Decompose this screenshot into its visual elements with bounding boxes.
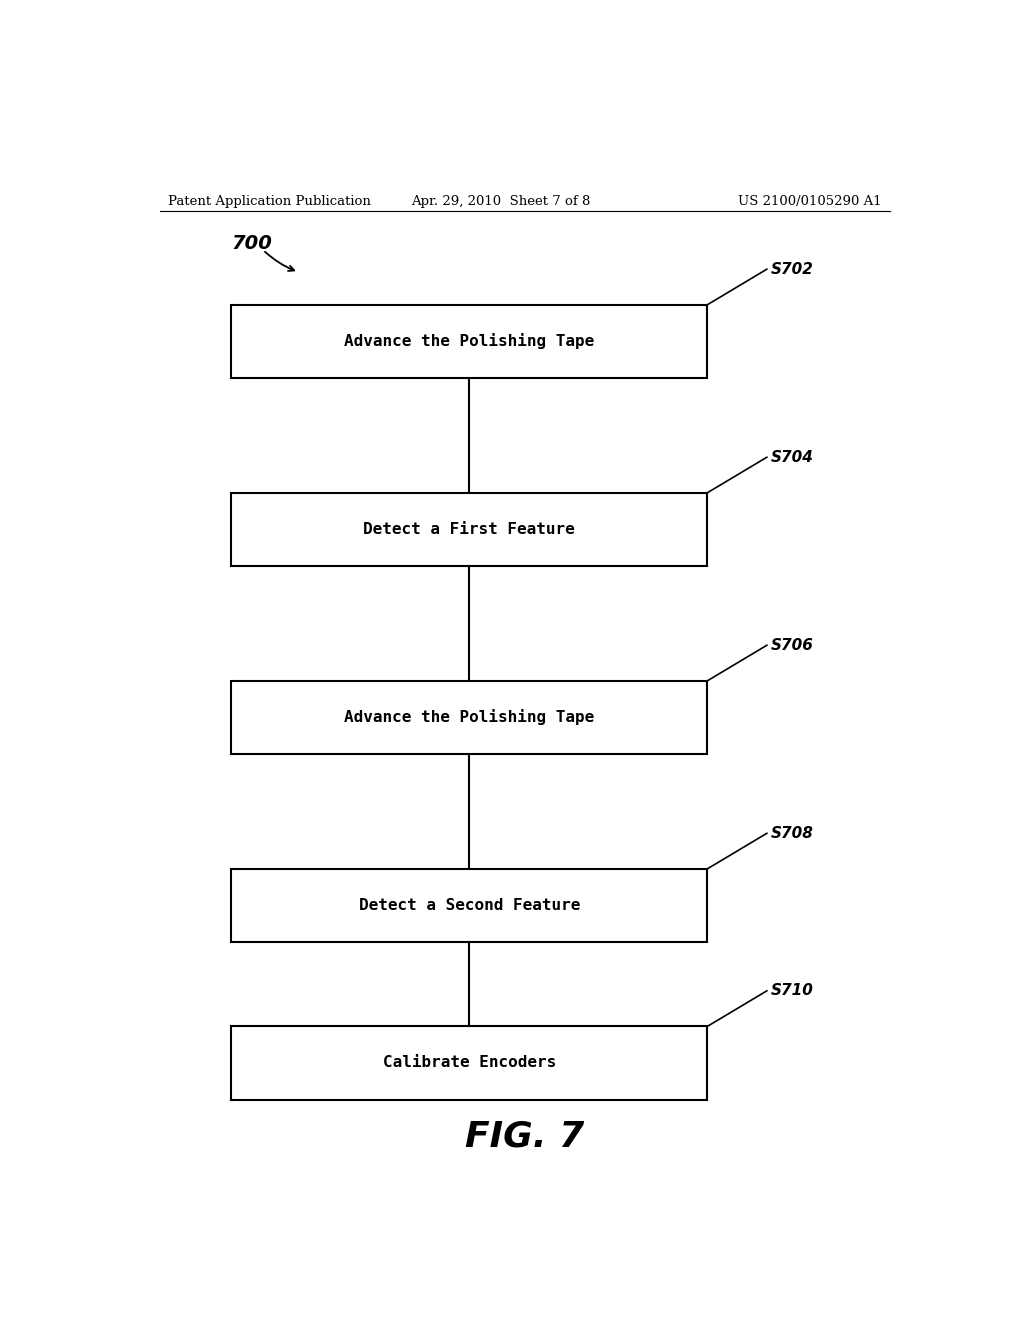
Text: Detect a First Feature: Detect a First Feature [364,521,575,537]
Text: Detect a Second Feature: Detect a Second Feature [358,898,580,913]
Bar [231,1027,708,1100]
Text: S706: S706 [771,638,814,653]
Text: 700: 700 [231,234,272,253]
Text: Patent Application Publication: Patent Application Publication [168,194,371,207]
Text: Advance the Polishing Tape: Advance the Polishing Tape [344,334,594,350]
Text: US 2100/0105290 A1: US 2100/0105290 A1 [738,194,882,207]
Bar [231,869,708,942]
Bar [231,492,708,566]
Text: Calibrate Encoders: Calibrate Encoders [383,1056,556,1071]
Text: S704: S704 [771,450,814,465]
Text: FIG. 7: FIG. 7 [465,1119,585,1154]
Text: S702: S702 [771,261,814,277]
Text: S708: S708 [771,826,814,841]
Bar [231,305,708,378]
Text: Advance the Polishing Tape: Advance the Polishing Tape [344,709,594,726]
Bar [231,681,708,754]
Text: S710: S710 [771,983,814,998]
Text: Apr. 29, 2010  Sheet 7 of 8: Apr. 29, 2010 Sheet 7 of 8 [412,194,591,207]
